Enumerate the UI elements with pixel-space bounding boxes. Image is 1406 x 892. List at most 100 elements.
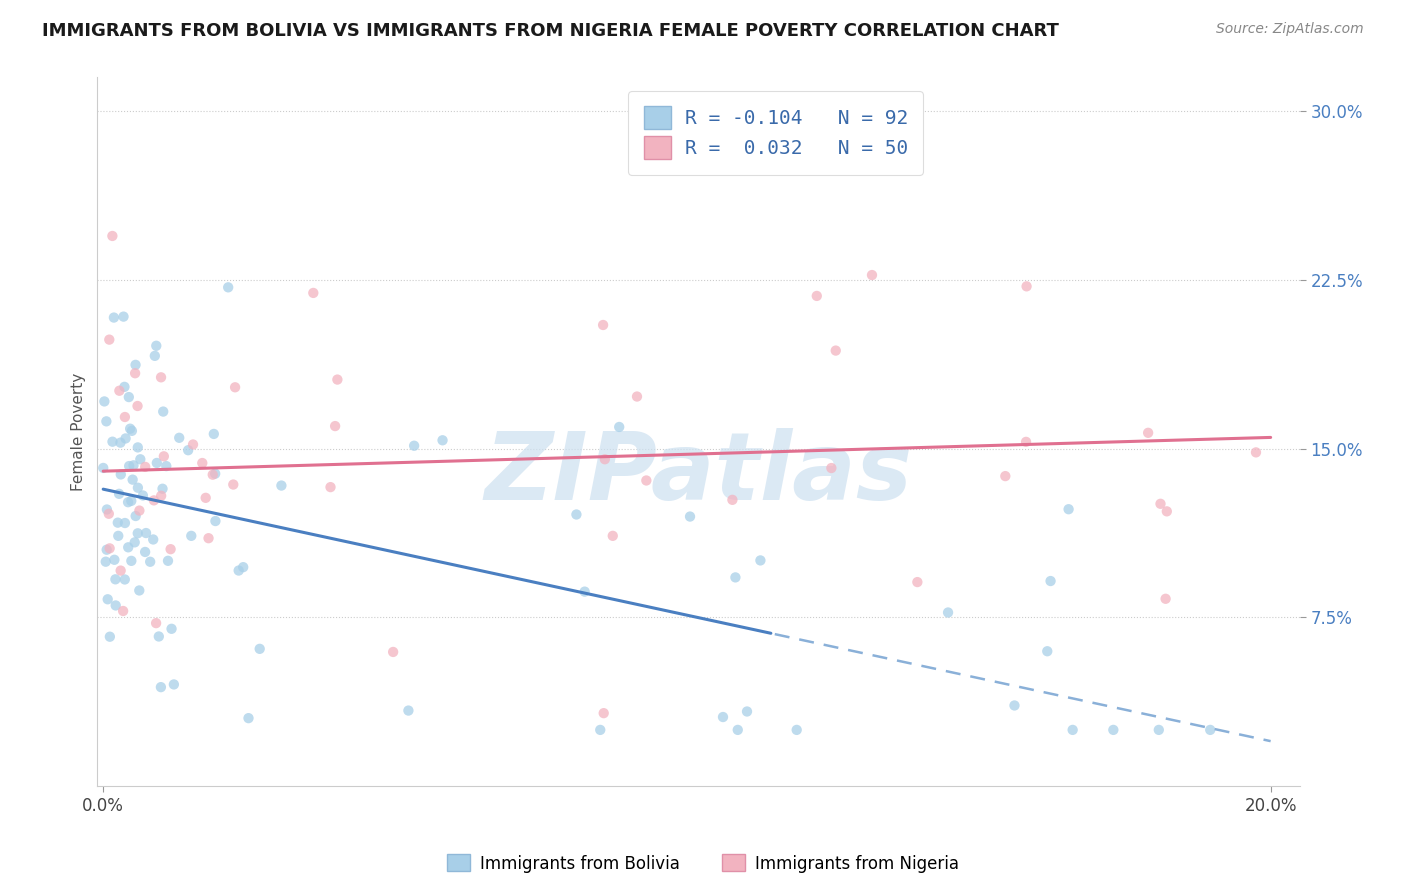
Point [152,404,174,418]
Point [127,481,149,495]
Point [636,474,658,488]
Point [404,439,426,453]
Point [146,456,169,470]
Point [128,583,150,598]
Point [711,710,734,724]
Point [270,478,292,492]
Point [197,531,219,545]
Point [98,333,121,347]
Point [129,452,152,467]
Point [1057,502,1080,516]
Legend: R = -0.104   N = 92, R =  0.032   N = 50: R = -0.104 N = 92, R = 0.032 N = 50 [628,91,924,175]
Point [114,380,136,394]
Point [432,434,454,448]
Point [224,380,246,394]
Point [602,529,624,543]
Point [202,426,225,441]
Point [120,554,142,568]
Point [574,584,596,599]
Point [1102,723,1125,737]
Point [222,477,245,491]
Point [127,526,149,541]
Point [134,545,156,559]
Point [1039,574,1062,588]
Point [396,704,419,718]
Point [163,677,186,691]
Point [167,431,190,445]
Point [91,461,114,475]
Point [104,572,127,586]
Point [121,424,143,438]
Text: Source: ZipAtlas.com: Source: ZipAtlas.com [1216,22,1364,37]
Point [180,529,202,543]
Point [97,507,120,521]
Point [150,370,173,384]
Point [319,480,342,494]
Point [114,409,136,424]
Point [142,493,165,508]
Point [124,508,146,523]
Point [117,541,139,555]
Point [93,394,115,409]
Point [326,373,349,387]
Point [860,268,883,282]
Point [820,461,842,475]
Point [181,437,204,451]
Point [1036,644,1059,658]
Point [721,492,744,507]
Point [124,535,146,549]
Point [1015,279,1038,293]
Point [134,459,156,474]
Point [118,390,141,404]
Point [135,526,157,541]
Point [232,560,254,574]
Point [110,467,132,482]
Point [108,487,131,501]
Point [127,399,149,413]
Point [112,310,135,324]
Point [302,285,325,300]
Point [1137,425,1160,440]
Point [114,432,136,446]
Point [145,339,167,353]
Point [145,616,167,631]
Point [114,516,136,530]
Legend: Immigrants from Bolivia, Immigrants from Nigeria: Immigrants from Bolivia, Immigrants from… [440,847,966,880]
Point [1156,504,1178,518]
Point [593,452,616,467]
Point [108,384,131,398]
Point [103,310,125,325]
Point [323,419,346,434]
Point [96,502,118,516]
Point [132,488,155,502]
Point [936,606,959,620]
Point [101,229,124,244]
Point [160,622,183,636]
Point [724,570,747,584]
Point [142,533,165,547]
Point [1004,698,1026,713]
Point [824,343,846,358]
Point [118,458,141,473]
Point [120,494,142,508]
Point [1062,723,1084,737]
Point [149,680,172,694]
Point [124,358,146,372]
Point [191,456,214,470]
Point [249,641,271,656]
Point [1149,497,1171,511]
Text: IMMIGRANTS FROM BOLIVIA VS IMMIGRANTS FROM NIGERIA FEMALE POVERTY CORRELATION CH: IMMIGRANTS FROM BOLIVIA VS IMMIGRANTS FR… [42,22,1059,40]
Point [589,723,612,737]
Point [238,711,260,725]
Point [679,509,702,524]
Point [143,349,166,363]
Point [153,450,176,464]
Point [148,630,170,644]
Point [117,495,139,509]
Point [159,542,181,557]
Point [107,529,129,543]
Point [122,458,145,473]
Point [735,705,758,719]
Point [382,645,405,659]
Point [228,564,250,578]
